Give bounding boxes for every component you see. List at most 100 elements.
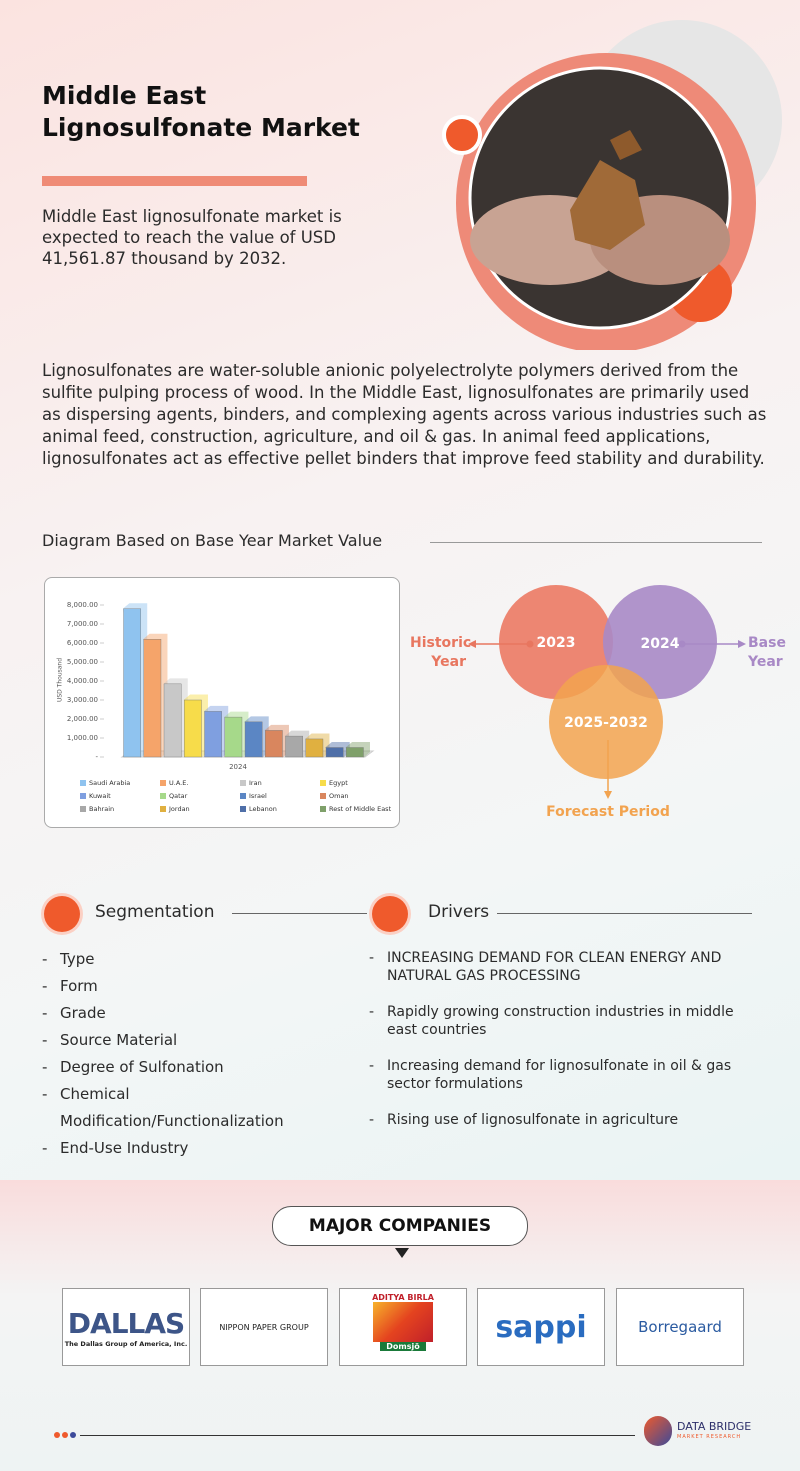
legend-swatch <box>160 806 166 812</box>
dot <box>70 1432 76 1438</box>
venn: 2023 2024 2025-2032 Forecast Period <box>468 585 746 820</box>
legend-swatch <box>240 793 246 799</box>
legend-swatch <box>160 793 166 799</box>
logo: sappi <box>477 1288 605 1366</box>
y-tick-label: 2,000.00 <box>67 715 98 723</box>
summary: Middle East lignosulfonate market is exp… <box>42 207 342 268</box>
bar <box>163 683 182 758</box>
venn-label: 2025-2032 <box>564 715 648 731</box>
segmentation-icon <box>44 896 80 932</box>
legend-swatch <box>320 793 326 799</box>
list-item: Type <box>42 946 342 973</box>
list-item: Form <box>42 973 342 1000</box>
bar <box>184 699 202 758</box>
legend-label: U.A.E. <box>169 779 188 787</box>
list-item: End-Use Industry <box>42 1135 342 1162</box>
hero-image <box>442 20 782 350</box>
tagline: MARKET RESEARCH <box>677 1434 742 1440</box>
logo-text: NIPPON PAPER GROUP <box>219 1322 309 1332</box>
y-tick-label: 5,000.00 <box>67 658 98 666</box>
y-tick-label: 1,000.00 <box>67 734 98 742</box>
legend-label: Lebanon <box>249 805 277 813</box>
list-item: Rising use of lignosulfonate in agricult… <box>369 1111 759 1129</box>
logo-text: DALLAS <box>67 1306 185 1340</box>
brand: DATA BRIDGE <box>677 1420 752 1433</box>
list-item: Increasing demand for lignosulfonate in … <box>369 1057 759 1093</box>
legend-label: Iran <box>249 779 262 787</box>
bar <box>325 747 344 758</box>
rule <box>232 913 367 914</box>
legend-label: Egypt <box>329 779 348 787</box>
list-item: Grade <box>42 1000 342 1027</box>
legend-label: Israel <box>249 792 267 800</box>
y-tick-label: 8,000.00 <box>67 601 98 609</box>
list-item: Chemical Modification/Functionalization <box>42 1081 342 1135</box>
companies-title: MAJOR COMPANIES <box>272 1206 528 1246</box>
venn-label: 2023 <box>537 635 576 651</box>
section-title: Segmentation <box>95 902 215 922</box>
y-tick-label: 3,000.00 <box>67 696 98 704</box>
venn-label: 2024 <box>641 636 680 652</box>
legend-swatch <box>80 806 86 812</box>
y-tick-label: 6,000.00 <box>67 639 98 647</box>
section-title: Drivers <box>428 902 490 922</box>
rule <box>80 1435 635 1436</box>
logo: Borregaard <box>616 1288 744 1366</box>
logo-text: ADITYA BIRLA <box>372 1293 434 1302</box>
legend-label: Rest of Middle East <box>329 805 392 813</box>
venn-caption: Base Year <box>748 635 786 670</box>
list-item: Degree of Sulfonation <box>42 1054 342 1081</box>
logo: NIPPON PAPER GROUP <box>200 1288 328 1366</box>
chart-frame <box>44 577 400 828</box>
legend-label: Jordan <box>168 805 190 813</box>
legend-label: Bahrain <box>89 805 114 813</box>
legend-swatch <box>160 780 166 786</box>
bar <box>143 639 162 758</box>
drivers-list: INCREASING DEMAND FOR CLEAN ENERGY AND N… <box>369 949 759 1147</box>
segmentation-list: TypeFormGradeSource MaterialDegree of Su… <box>42 946 342 1162</box>
logo-text: Borregaard <box>638 1318 722 1336</box>
dot <box>62 1432 68 1438</box>
heading-rule <box>430 542 762 543</box>
logo: ADITYA BIRLA Domsjö <box>339 1288 467 1366</box>
y-tick-label: 4,000.00 <box>67 677 98 685</box>
x-axis-label: 2024 <box>229 763 247 771</box>
brand-icon <box>644 1416 672 1446</box>
legend-label: Oman <box>329 792 349 800</box>
logo: DALLAS The Dallas Group of America, Inc. <box>62 1288 190 1366</box>
legend-label: Saudi Arabia <box>89 779 130 787</box>
venn-caption: Historic Year <box>410 635 472 670</box>
dot <box>54 1432 60 1438</box>
venn-caption: Forecast Period <box>546 804 670 820</box>
description: Lignosulfonates are water-soluble anioni… <box>42 361 767 468</box>
logo-text: The Dallas Group of America, Inc. <box>64 1339 188 1348</box>
logo-text: sappi <box>495 1309 587 1345</box>
legend-label: Qatar <box>169 792 188 800</box>
legend-swatch <box>320 806 326 812</box>
legend-swatch <box>80 780 86 786</box>
list-item: Rapidly growing construction industries … <box>369 1003 759 1039</box>
bar <box>204 711 222 758</box>
legend-swatch <box>240 780 246 786</box>
y-tick-label: - <box>95 753 98 761</box>
list-item: Source Material <box>42 1027 342 1054</box>
bar <box>305 738 324 758</box>
bar <box>123 608 141 758</box>
logo-text: Domsjö <box>380 1342 426 1351</box>
y-tick-label: 7,000.00 <box>67 620 98 628</box>
bar <box>244 721 263 758</box>
rule <box>497 913 752 914</box>
y-axis-label: USD Thousand <box>57 658 64 702</box>
legend-swatch <box>240 806 246 812</box>
title: Middle East Lignosulfonate Market <box>42 81 360 142</box>
bar <box>346 747 364 758</box>
legend-swatch <box>80 793 86 799</box>
diagram-heading: Diagram Based on Base Year Market Value <box>42 531 383 550</box>
legend-swatch <box>320 780 326 786</box>
drivers-icon <box>372 896 408 932</box>
bar <box>265 730 283 758</box>
legend-label: Kuwait <box>89 792 111 800</box>
title-rule <box>42 176 307 186</box>
